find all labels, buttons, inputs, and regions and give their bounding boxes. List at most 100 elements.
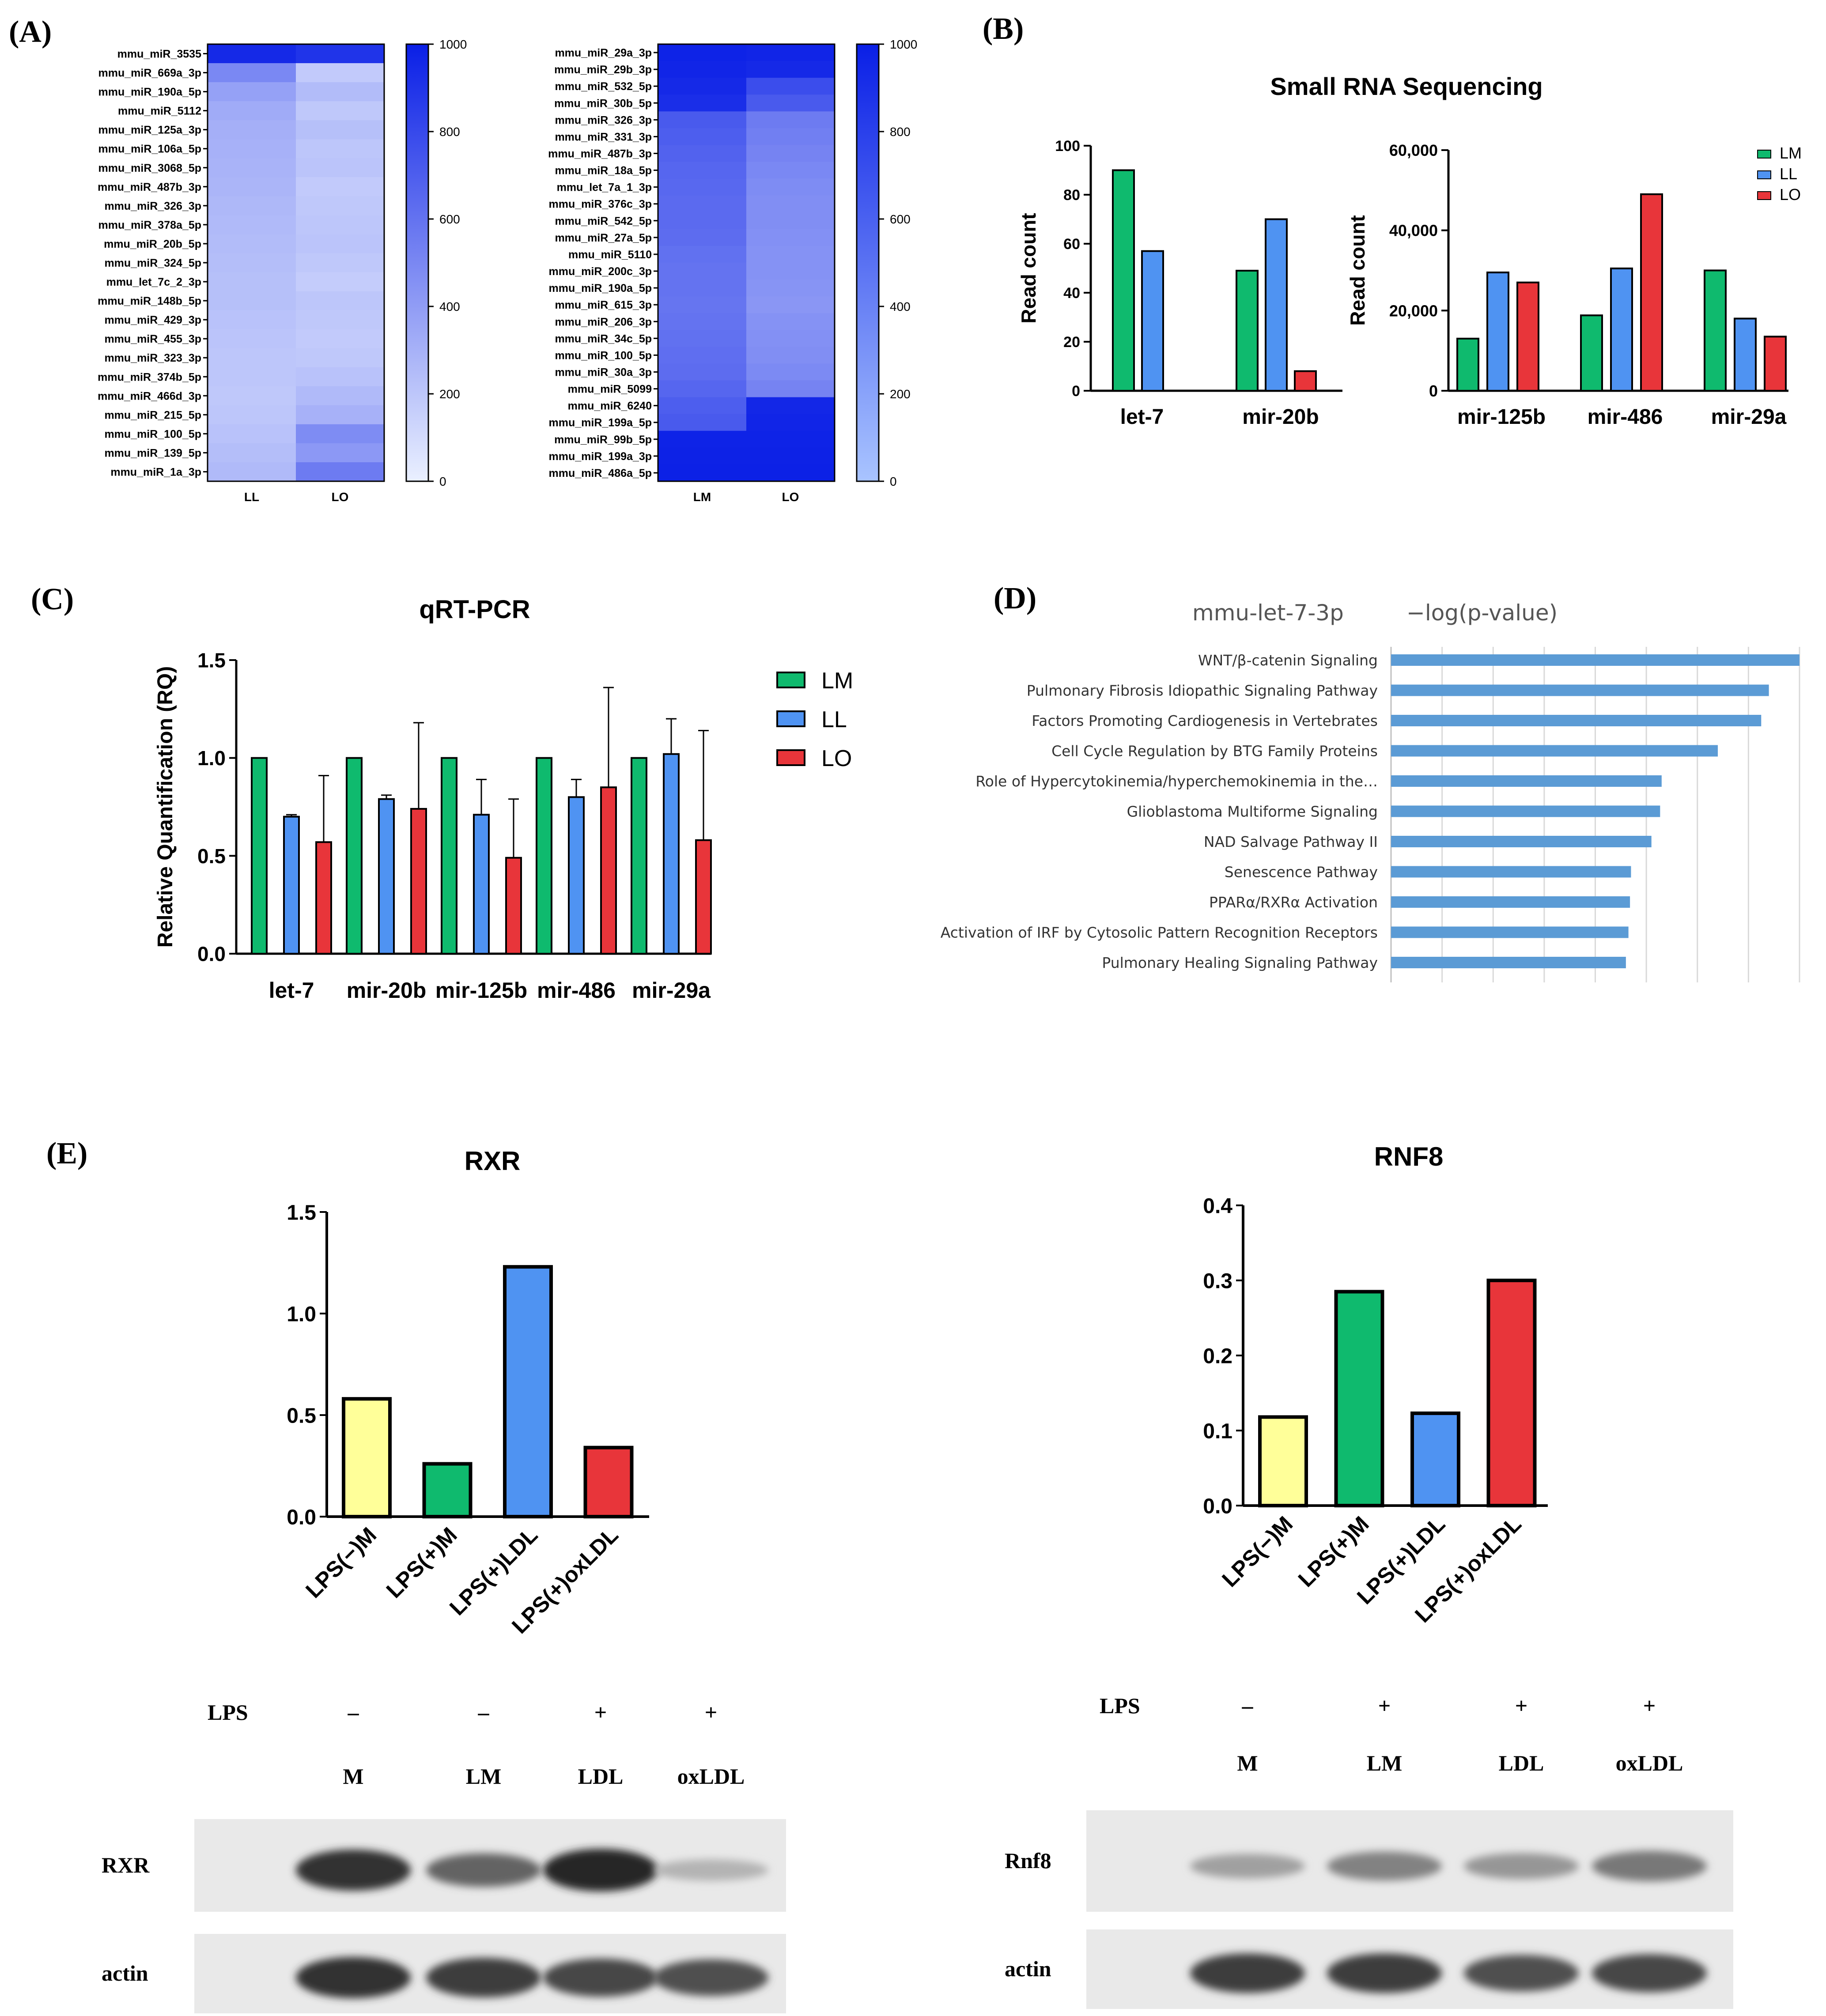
pathway-bar xyxy=(1391,836,1652,847)
pathway-bar xyxy=(1391,896,1630,908)
chart-title-rnf8: RNF8 xyxy=(1374,1142,1444,1171)
row-label: mmu_miR_487b_3p xyxy=(548,148,652,160)
heat-cell xyxy=(208,158,296,177)
pathway-bar xyxy=(1391,745,1718,757)
pathway-label: Role of Hypercytokinemia/hyperchemokinem… xyxy=(975,773,1378,790)
row-label: mmu_miR_3068_5p xyxy=(98,162,201,174)
heat-cell xyxy=(296,158,385,177)
heat-cell xyxy=(658,380,747,398)
heat-cell xyxy=(296,329,385,349)
row-label: mmu_miR_199a_5p xyxy=(549,417,652,429)
heat-cell xyxy=(658,78,747,95)
pathway-bar xyxy=(1391,684,1769,696)
bar-ll xyxy=(1265,218,1288,392)
row-label: mmu_miR_30b_5p xyxy=(554,97,652,109)
heat-cell xyxy=(746,195,835,213)
row-label: mmu_miR_100_5p xyxy=(104,428,201,440)
heat-cell xyxy=(746,330,835,347)
scale-label: 600 xyxy=(439,212,460,226)
x-category-label: mir-29a xyxy=(1711,405,1787,429)
heat-cell xyxy=(208,348,296,368)
heat-cell xyxy=(296,462,385,482)
heat-cell xyxy=(658,296,747,313)
color-scale xyxy=(405,43,429,482)
x-category-label: mir-125b xyxy=(435,978,527,1003)
heat-cell xyxy=(296,139,385,159)
scale-label: 800 xyxy=(439,125,460,139)
x-category-label: mir-486 xyxy=(537,978,616,1003)
bar xyxy=(1486,1279,1537,1507)
row-label: mmu_miR_532_5p xyxy=(555,80,652,93)
heat-cell xyxy=(658,347,747,364)
blot-band xyxy=(1464,1955,1579,1992)
legend-swatch-ll xyxy=(776,710,805,727)
y-tick-label: 40,000 xyxy=(1389,222,1438,240)
panel-label-b: (B) xyxy=(983,12,1024,46)
pathway-label: Senescence Pathway xyxy=(1225,864,1378,881)
bar-lm xyxy=(441,757,457,955)
blot-row-label: Rnf8 xyxy=(1005,1848,1051,1873)
row-label: mmu_miR_148b_5p xyxy=(98,295,201,307)
heat-cell xyxy=(208,177,296,196)
y-tick-label: 0.5 xyxy=(287,1404,316,1427)
heat-cell xyxy=(658,397,747,415)
heat-cell xyxy=(208,405,296,425)
heat-cell xyxy=(208,462,296,482)
heat-cell xyxy=(296,177,385,196)
blot-row-label: RXR xyxy=(102,1853,150,1877)
heat-cell xyxy=(208,310,296,330)
y-tick-label: 0.3 xyxy=(1203,1269,1232,1293)
blot-band xyxy=(296,1849,411,1891)
scale-label: 400 xyxy=(890,300,911,313)
y-tick-label: 0 xyxy=(1429,382,1438,400)
bar-ll xyxy=(568,796,585,955)
column-label: LO xyxy=(332,490,349,504)
heat-cell xyxy=(746,397,835,415)
bar xyxy=(583,1446,634,1519)
bar xyxy=(422,1462,473,1518)
x-category-label: LPS(−)M xyxy=(1217,1511,1297,1592)
heat-cell xyxy=(658,94,747,112)
y-tick-label: 0.4 xyxy=(1203,1194,1232,1218)
bar-ll xyxy=(1486,272,1509,392)
scale-label: 1000 xyxy=(890,38,917,51)
legend-label-ll: LL xyxy=(821,707,847,732)
panel-label-d: (D) xyxy=(994,581,1036,615)
y-tick-label: 20,000 xyxy=(1389,302,1438,320)
bar-ll xyxy=(1610,267,1633,392)
row-label: mmu_miR_331_3p xyxy=(555,131,652,143)
legend-swatch-lo xyxy=(1757,191,1771,200)
column-label: LO xyxy=(782,490,799,504)
heat-cell xyxy=(746,414,835,431)
heat-cell xyxy=(208,329,296,349)
bar-ll xyxy=(283,815,300,955)
chart-title-rxr: RXR xyxy=(465,1146,521,1176)
row-label: mmu_miR_99b_5p xyxy=(554,434,652,446)
bar-lm xyxy=(1236,270,1259,392)
y-tick-label: 1.5 xyxy=(287,1201,316,1224)
row-label: mmu_miR_29a_3p xyxy=(555,47,652,59)
heat-cell xyxy=(208,120,296,140)
bar-lm xyxy=(631,757,647,955)
y-tick-label: 60,000 xyxy=(1389,141,1438,159)
x-category-label: mir-20b xyxy=(347,978,427,1003)
pathway-label: Glioblastoma Multiforme Signaling xyxy=(1127,803,1378,820)
bar-lm xyxy=(1580,314,1603,392)
bar-lo xyxy=(600,786,617,955)
row-label: mmu_miR_429_3p xyxy=(104,314,201,326)
heat-cell xyxy=(658,111,747,128)
y-tick-label: 1.5 xyxy=(197,649,226,672)
heat-cell xyxy=(296,101,385,121)
blot-band xyxy=(654,1859,768,1881)
blot-band xyxy=(1190,1953,1305,1993)
y-tick-label: 0.0 xyxy=(197,943,226,966)
heatmap-ll-lo: mmu_miR_3535 mmu_miR_669a_3p mmu_miR_190a_… xyxy=(98,38,467,504)
heat-cell xyxy=(658,195,747,213)
row-label: mmu_miR_5099 xyxy=(568,383,652,396)
y-tick-label: 0 xyxy=(1072,383,1080,400)
row-label: mmu_miR_20b_5p xyxy=(104,238,201,250)
bar-lo xyxy=(1294,370,1317,392)
bar xyxy=(342,1397,392,1518)
heat-cell xyxy=(296,424,385,444)
bar-lm xyxy=(536,757,552,955)
